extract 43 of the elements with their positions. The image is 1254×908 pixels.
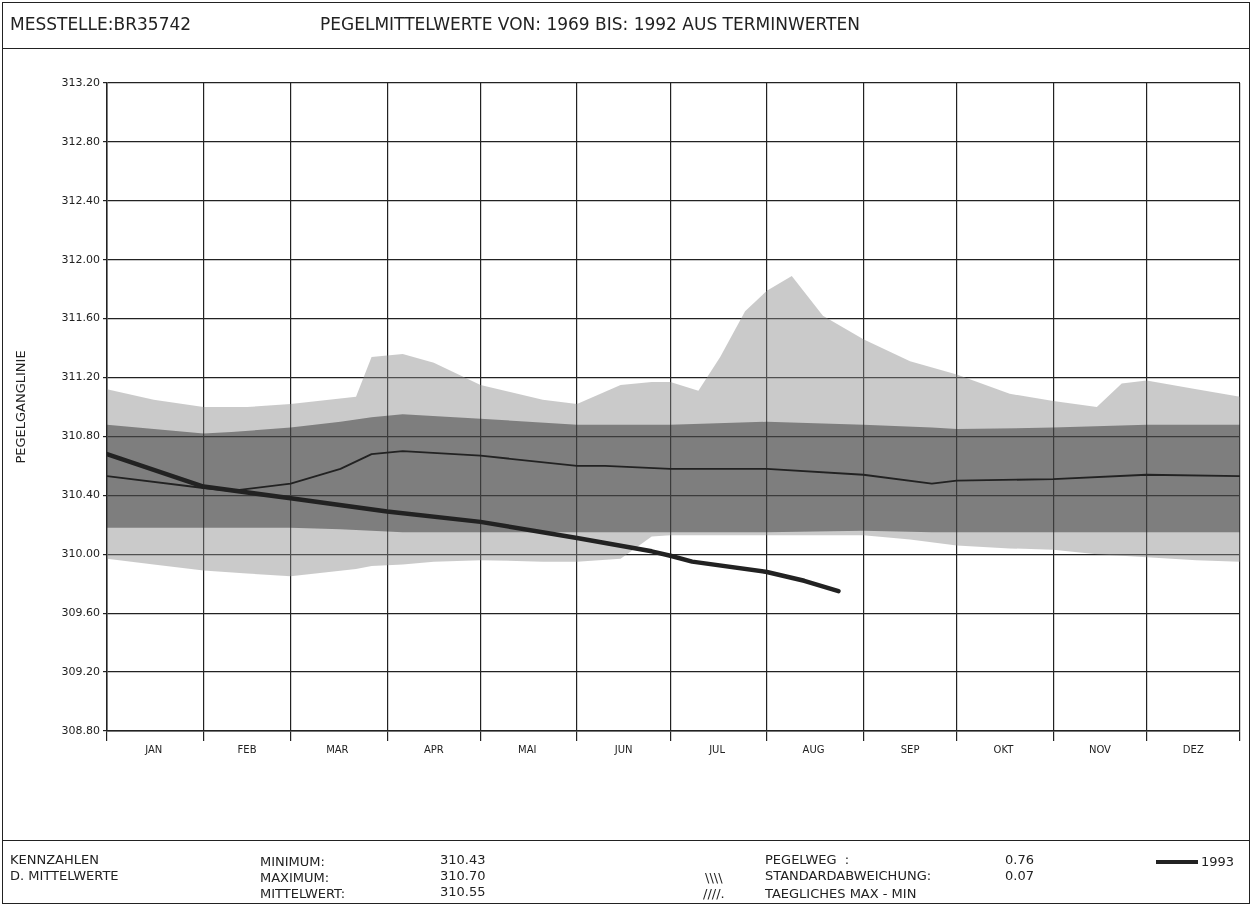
text: 310.43 <box>440 852 486 867</box>
text: MINIMUM: <box>260 854 325 869</box>
x-tick-label: MAR <box>326 743 349 755</box>
chart-subtitle: MESSTELLE:BR35742 <box>10 14 192 34</box>
text: 0.07 <box>1005 868 1034 883</box>
text: PEGELWEG : <box>765 852 850 867</box>
text: 0.76 <box>1005 852 1034 867</box>
x-tick-label: DEZ <box>1182 743 1204 755</box>
text: ////. <box>703 886 725 901</box>
text: 310.55 <box>440 884 486 899</box>
y-tick-label: 311.60 <box>61 311 100 325</box>
y-tick-label: 312.00 <box>61 252 100 266</box>
y-tick-label: 312.80 <box>61 134 100 148</box>
x-tick-label: FEB <box>237 743 257 755</box>
x-tick-label: NOV <box>1088 743 1112 755</box>
x-tick-label: JAN <box>144 743 163 755</box>
y-tick-label: 311.20 <box>61 370 100 384</box>
y-tick-label: 309.20 <box>61 664 100 678</box>
text: STANDARDABWEICHUNG: <box>765 868 932 883</box>
x-tick-label: OKT <box>993 743 1015 755</box>
y-tick-label: 310.80 <box>61 429 100 443</box>
x-tick-label: JUN <box>613 743 633 755</box>
y-tick-label: 312.40 <box>61 193 100 207</box>
y-tick-label: 310.40 <box>61 488 100 502</box>
x-tick-label: AUG <box>802 743 825 755</box>
x-tick-label: MAI <box>518 743 537 755</box>
y-tick-label: 310.00 <box>61 547 100 561</box>
x-tick-label: APR <box>423 743 444 755</box>
text: KENNZAHLEN <box>10 852 99 867</box>
y-axis-title: PEGELGANGLINIE <box>13 350 29 464</box>
x-tick-label: SEP <box>900 743 920 755</box>
text: TAEGLICHES MAX - MIN <box>765 886 917 901</box>
x-tick-label: JUL <box>708 743 726 755</box>
text: 310.70 <box>440 868 486 883</box>
y-tick-label: 308.80 <box>61 723 100 737</box>
y-tick-label: 313.20 <box>61 75 100 89</box>
text: MITTELWERT: <box>260 886 346 901</box>
chart-title: PEGELMITTELWERTE VON: 1969 BIS: 1992 AUS TERMINWERTEN <box>320 14 860 34</box>
text: D. MITTELWERTE <box>10 868 119 883</box>
y-tick-label: 309.60 <box>61 606 100 620</box>
legend-label: 1993 <box>1200 854 1234 869</box>
text: MAXIMUM: <box>260 870 330 885</box>
text: \\\\ <box>705 870 723 885</box>
